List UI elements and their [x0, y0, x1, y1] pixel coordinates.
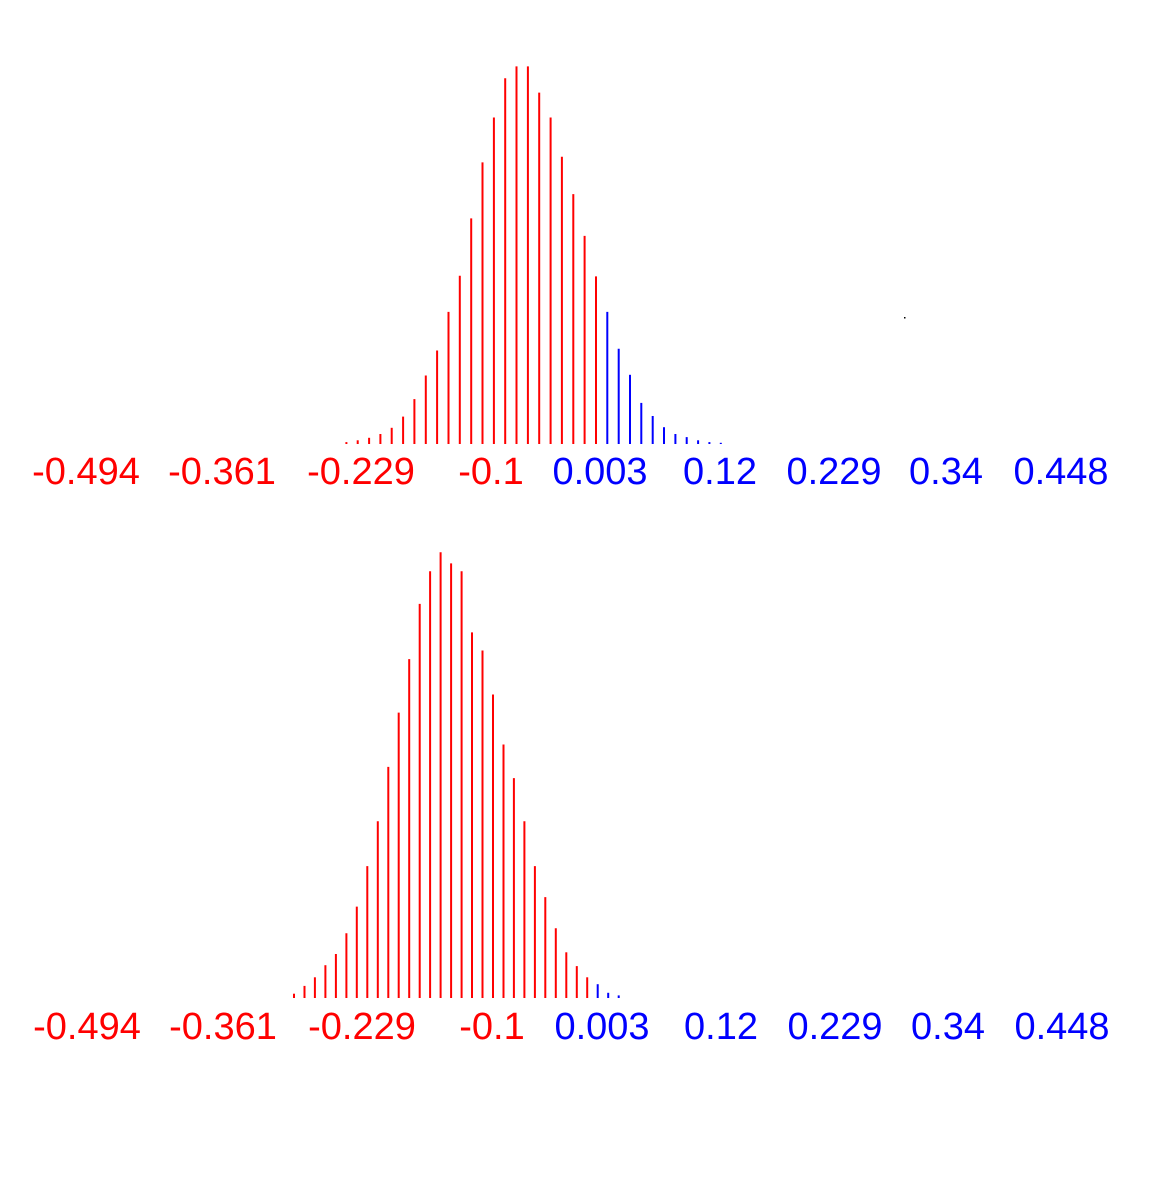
- x-tick-label: 0.34: [911, 1006, 985, 1048]
- stray-dot: [904, 317, 906, 319]
- x-tick-label: 0.003: [552, 451, 647, 493]
- x-tick-label: 0.34: [909, 451, 983, 493]
- x-tick-label: -0.229: [307, 451, 415, 493]
- x-tick-label: 0.229: [786, 451, 881, 493]
- x-tick-label: -0.1: [459, 1006, 524, 1048]
- x-tick-label: -0.361: [168, 451, 276, 493]
- x-tick-label: -0.1: [458, 451, 523, 493]
- x-tick-label: 0.003: [554, 1006, 649, 1048]
- x-tick-label: -0.361: [169, 1006, 277, 1048]
- x-tick-label: 0.229: [787, 1006, 882, 1048]
- histogram-top: -0.494 -0.361 -0.229 -0.1 0.003 0.12 0.229 0.34…: [32, 66, 1109, 493]
- x-tick-label: 0.12: [684, 1006, 758, 1048]
- x-tick-label: 0.448: [1013, 451, 1108, 493]
- histogram-bottom: -0.494 -0.361 -0.229 -0.1 0.003 0.12 0.229 0.34…: [33, 552, 1110, 1048]
- x-tick-label: 0.448: [1014, 1006, 1109, 1048]
- x-tick-label: -0.494: [33, 1006, 141, 1048]
- x-tick-label: -0.229: [308, 1006, 416, 1048]
- x-tick-label: 0.12: [683, 451, 757, 493]
- x-tick-label: -0.494: [32, 451, 140, 493]
